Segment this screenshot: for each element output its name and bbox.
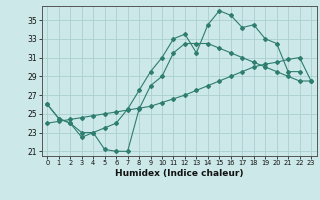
X-axis label: Humidex (Indice chaleur): Humidex (Indice chaleur) — [115, 169, 244, 178]
